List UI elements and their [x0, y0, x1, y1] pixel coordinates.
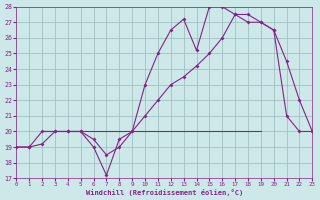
X-axis label: Windchill (Refroidissement éolien,°C): Windchill (Refroidissement éolien,°C): [86, 189, 243, 196]
